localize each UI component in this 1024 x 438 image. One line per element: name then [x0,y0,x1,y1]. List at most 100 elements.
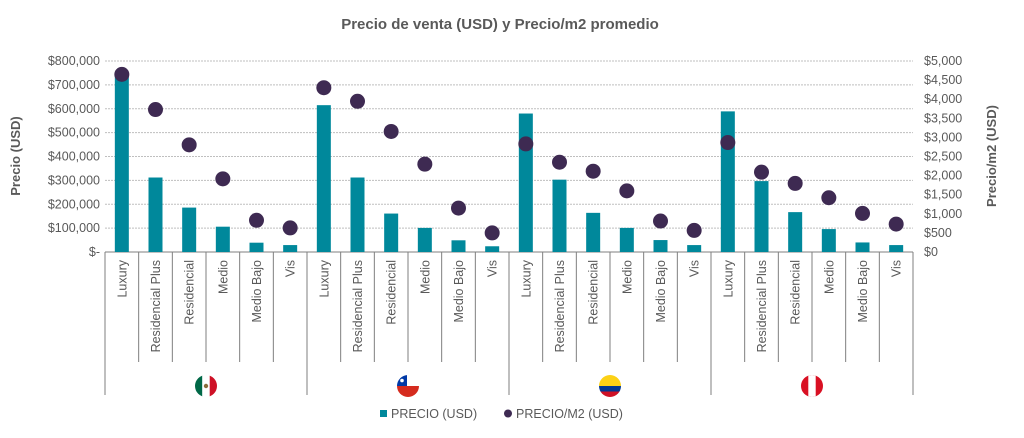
flag-band [397,375,419,386]
chart-title: Precio de venta (USD) y Precio/m2 promed… [341,16,659,33]
precio-bar [855,242,870,252]
y-tick-label: $400,000 [48,150,100,164]
precio-m2-dot [148,102,163,118]
precio-bar [720,111,735,252]
precio-bar [485,246,500,252]
precio-m2-dot [888,216,904,232]
category-label: Luxury [519,259,533,297]
category-label: Luxury [115,259,129,297]
flag-emblem [203,383,209,389]
precio-m2-dot [249,212,264,228]
y-tick-label: $600,000 [48,102,100,116]
precio-bar [114,75,129,252]
y-tick-label: $300,000 [48,173,100,187]
precio-bar [687,245,702,252]
flag-body [195,375,217,397]
legend-precio-swatch [380,410,387,417]
precio-bar [788,212,803,252]
flag-band [599,386,621,392]
precio-bar [619,227,634,252]
category-label: Residencial Plus [351,260,365,352]
precio-m2-dot [585,163,601,179]
flag-band [599,391,621,397]
precio-m2-dot [518,136,534,152]
y-tick-label: $- [89,245,100,259]
legend-precio-label: PRECIO (USD) [391,407,477,421]
category-label: Medio [822,260,836,294]
chile-flag-icon [397,375,419,397]
precio-bar [148,177,163,252]
y2-tick-label: $5,000 [924,54,962,68]
precio-bar [552,179,567,252]
precio-bar [754,181,769,252]
y2-tick-label: $2,500 [924,150,962,164]
precio-m2-dot [653,213,668,229]
precio-m2-dot [720,135,736,151]
precio-bar [586,212,601,252]
y-tick-label: $100,000 [48,221,100,235]
y2-tick-label: $1,000 [924,207,962,221]
precio-bar [889,245,904,252]
category-label: Luxury [317,259,331,297]
category-label: Medio Bajo [654,260,668,323]
y2-tick-label: $3,500 [924,111,962,125]
precio-m2-dot [316,80,332,96]
precio-m2-dot [552,154,567,170]
category-label: Medio Bajo [452,260,466,323]
flag-star [400,378,404,383]
precio-m2-dot [282,220,298,236]
y2-tick-label: $500 [924,226,952,240]
flag-body [801,375,823,397]
precio-m2-dot [350,93,365,109]
precio-m2-dot [484,225,500,241]
precio-m2-dot [181,137,197,153]
precio-m2-dot [451,200,466,216]
flag-band [195,375,203,397]
flag-band [808,375,816,397]
precio-m2-dot [686,222,702,238]
category-label: Residencial Plus [755,260,769,352]
y2-tick-label: $4,500 [924,73,962,87]
precio-m2-dot [787,175,803,191]
y-tick-label: $200,000 [48,197,100,211]
category-label: Medio [418,260,432,294]
flag-band [397,386,419,397]
precio-bar [182,207,197,252]
category-label: Vis [688,260,702,277]
category-label: Residencial [385,260,399,325]
y2-tick-label: $0 [924,245,938,259]
precio-m2-dot [417,156,433,172]
mexico-flag-icon [195,375,217,397]
precio-bar [653,240,668,252]
precio-bar [821,229,836,252]
precio-m2-dot [619,183,635,199]
flag-body [599,375,621,397]
category-label: Vis [284,260,298,277]
precio-m2-dot [754,164,769,180]
y2-tick-label: $1,500 [924,188,962,202]
category-label: Residencial [183,260,197,325]
category-label: Residencial Plus [149,260,163,352]
precio-bar [518,113,533,253]
precio-bar [316,105,331,252]
category-label: Medio Bajo [856,260,870,323]
precio-m2-dot [855,205,870,221]
precio-bar [249,242,264,252]
category-label: Residencial [587,260,601,325]
y-tick-label: $800,000 [48,54,100,68]
category-label: Vis [486,260,500,277]
precio-bar [283,245,298,252]
precio-m2-dot [114,66,130,82]
category-label: Residencial [789,260,803,325]
precio-m2-dot [821,190,837,206]
y2-tick-label: $2,000 [924,169,962,183]
y2-axis-title: Precio/m2 (USD) [984,105,999,207]
category-label: Medio Bajo [250,260,264,323]
precio-bar [451,240,466,252]
colombia-flag-icon [599,375,621,397]
precio-bar [350,177,365,252]
precio-bar [417,227,432,252]
category-label: Medio [620,260,634,294]
